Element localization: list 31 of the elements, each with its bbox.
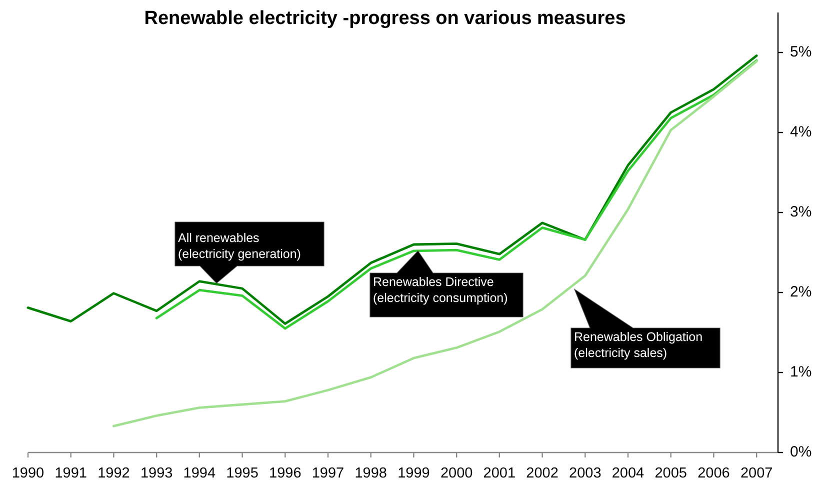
line-series — [155, 59, 758, 330]
x-tick-label: 2006 — [698, 465, 730, 482]
x-tick-label: 2007 — [740, 465, 773, 482]
x-tick-label: 2000 — [440, 465, 473, 482]
y-tick-label: 2% — [790, 283, 812, 300]
y-tick-label: 5% — [790, 43, 812, 60]
x-tick-label: 1996 — [269, 465, 302, 482]
x-tick-label: 2005 — [654, 465, 687, 482]
x-tick-label: 1994 — [183, 465, 216, 482]
x-tick-label: 2002 — [526, 465, 558, 482]
x-tick-label: 1991 — [54, 465, 87, 482]
x-tick-label: 1992 — [98, 465, 130, 482]
series-label: Renewables Directive (electricity consumption) — [373, 275, 508, 306]
x-tick-label: 1990 — [12, 465, 44, 482]
chart-title: Renewable electricity -progress on various measures — [144, 8, 626, 30]
line-series — [112, 60, 758, 428]
y-tick-label: 0% — [790, 443, 812, 460]
x-tick-label: 1993 — [140, 465, 173, 482]
y-tick-label: 3% — [790, 203, 812, 220]
x-tick-label: 2001 — [483, 465, 516, 482]
x-tick-label: 1995 — [226, 465, 258, 482]
x-tick-label: 1997 — [312, 465, 344, 482]
x-tick-label: 2003 — [569, 465, 602, 482]
x-tick-label: 1999 — [398, 465, 430, 482]
text: All renewables (electricity generation) — [178, 231, 301, 262]
y-tick-label: 1% — [790, 363, 812, 380]
y-tick-label: 4% — [790, 123, 812, 140]
line-series — [26, 54, 758, 325]
x-tick-label: 1998 — [354, 465, 387, 482]
text: Renewables Obligation (electricity sales) — [574, 330, 703, 360]
x-tick-label: 2004 — [612, 465, 644, 482]
